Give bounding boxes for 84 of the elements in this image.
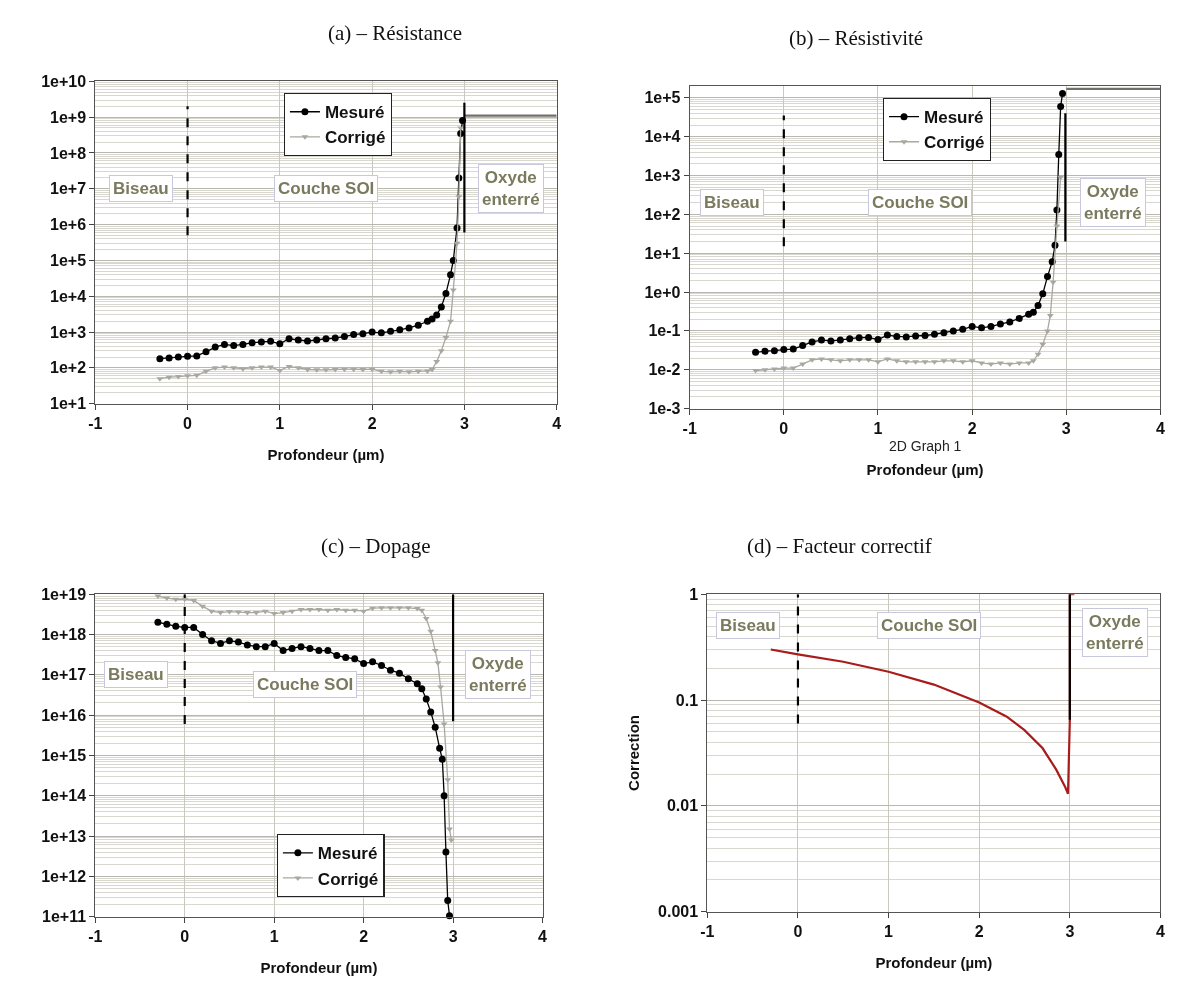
y-tick-label: 1e+3	[644, 167, 681, 185]
y-tick-label: 1e+14	[41, 787, 87, 805]
x-tick-label: 3	[448, 927, 458, 945]
annotation: Couche SOI	[257, 675, 354, 694]
y-tick-label: 1e+7	[50, 180, 87, 198]
y-tick-label: 1e-2	[648, 361, 681, 379]
x-tick-label: 1	[884, 922, 894, 940]
x-tick-label: 1	[269, 927, 279, 945]
legend-label: Corrigé	[324, 128, 386, 148]
y-tick-label: 1e+2	[644, 205, 681, 223]
x-tick-label: 0	[183, 414, 193, 432]
y-tick-label: 0.1	[675, 691, 699, 709]
chart-title: (b) – Résistivité	[789, 26, 924, 50]
y-tick-label: 1e-3	[648, 400, 681, 418]
y-tick-label: 1e+0	[644, 283, 681, 301]
y-tick-label: 1e+12	[41, 867, 87, 885]
x-tick-label: 2	[967, 419, 977, 437]
x-tick-label: -1	[700, 922, 715, 940]
x-tick-label: 4	[1156, 922, 1166, 940]
chart-title: (a) – Résistance	[328, 21, 463, 45]
y-tick-label: 1e+18	[41, 626, 87, 644]
x-tick-label: 2	[974, 922, 984, 940]
x-tick-label: 1	[275, 414, 285, 432]
annotation: Biseau	[704, 193, 760, 212]
chart-title: (c) – Dopage	[321, 534, 431, 558]
x-tick-label: 1	[873, 419, 883, 437]
y-tick-label: 1e+2	[50, 359, 87, 377]
x-tick-label: 4	[552, 414, 562, 432]
y-tick-label: 0.01	[666, 797, 699, 815]
x-axis-title: Profondeur (µm)	[267, 445, 385, 463]
annotation: Couche SOI	[278, 179, 375, 198]
x-tick-label: -1	[682, 419, 697, 437]
annotation: Oxyde enterré	[1084, 182, 1142, 224]
y-tick-label: 1e+5	[50, 251, 87, 269]
y-tick-label: 1e+19	[41, 585, 87, 603]
x-tick-label: 2	[367, 414, 377, 432]
legend-label: Corrigé	[924, 133, 985, 153]
y-tick-label: 1e+4	[644, 128, 681, 146]
y-axis-title: Correction	[625, 715, 643, 791]
y-tick-label: 0.001	[658, 903, 699, 921]
x-tick-label: 0	[779, 419, 789, 437]
legend-label: Mesuré	[324, 103, 385, 123]
x-tick-label: 4	[1156, 419, 1166, 437]
x-axis-title: Profondeur (µm)	[866, 460, 984, 478]
x-tick-label: 3	[1061, 419, 1071, 437]
x-tick-label: 3	[459, 414, 469, 432]
x-tick-label: 2	[359, 927, 369, 945]
y-tick-label: 1e+10	[41, 72, 87, 90]
y-tick-label: 1	[689, 585, 699, 603]
y-tick-label: 1e-1	[648, 322, 681, 340]
annotation: Oxyde enterré	[482, 168, 540, 210]
y-tick-label: 1e+3	[50, 323, 87, 341]
text: 2D Graph 1	[889, 438, 962, 454]
y-tick-label: 1e+15	[41, 747, 87, 765]
x-tick-label: 3	[1065, 922, 1075, 940]
annotation: Oxyde enterré	[1086, 612, 1144, 654]
annotation: Couche SOI	[881, 616, 978, 635]
x-tick-label: -1	[88, 927, 103, 945]
y-tick-label: 1e+6	[50, 216, 87, 234]
x-axis-title: Profondeur (µm)	[875, 953, 993, 971]
annotation: Biseau	[720, 616, 776, 635]
y-tick-label: 1e+5	[644, 89, 681, 107]
annotation: Couche SOI	[872, 193, 969, 212]
x-axis-title: Profondeur (µm)	[260, 958, 378, 976]
y-tick-label: 1e+9	[50, 108, 87, 126]
y-tick-label: 1e+1	[50, 395, 87, 413]
legend-label: Mesuré	[924, 108, 984, 128]
chart-title: (d) – Facteur correctif	[747, 534, 932, 558]
y-tick-label: 1e+4	[50, 287, 87, 305]
x-tick-label: 0	[180, 927, 190, 945]
legend-label: Corrigé	[317, 869, 379, 889]
y-tick-label: 1e+8	[50, 144, 87, 162]
x-tick-label: 0	[793, 922, 803, 940]
annotation: Oxyde enterré	[469, 654, 527, 696]
y-tick-label: 1e+13	[41, 827, 87, 845]
x-tick-label: -1	[88, 414, 103, 432]
annotation: Biseau	[113, 179, 169, 198]
y-tick-label: 1e+17	[41, 666, 87, 684]
legend-label: Mesuré	[317, 844, 378, 864]
y-tick-label: 1e+1	[644, 244, 681, 262]
annotation: Biseau	[108, 665, 164, 684]
x-tick-label: 4	[538, 927, 548, 945]
y-tick-label: 1e+11	[42, 908, 87, 926]
y-tick-label: 1e+16	[41, 706, 87, 724]
